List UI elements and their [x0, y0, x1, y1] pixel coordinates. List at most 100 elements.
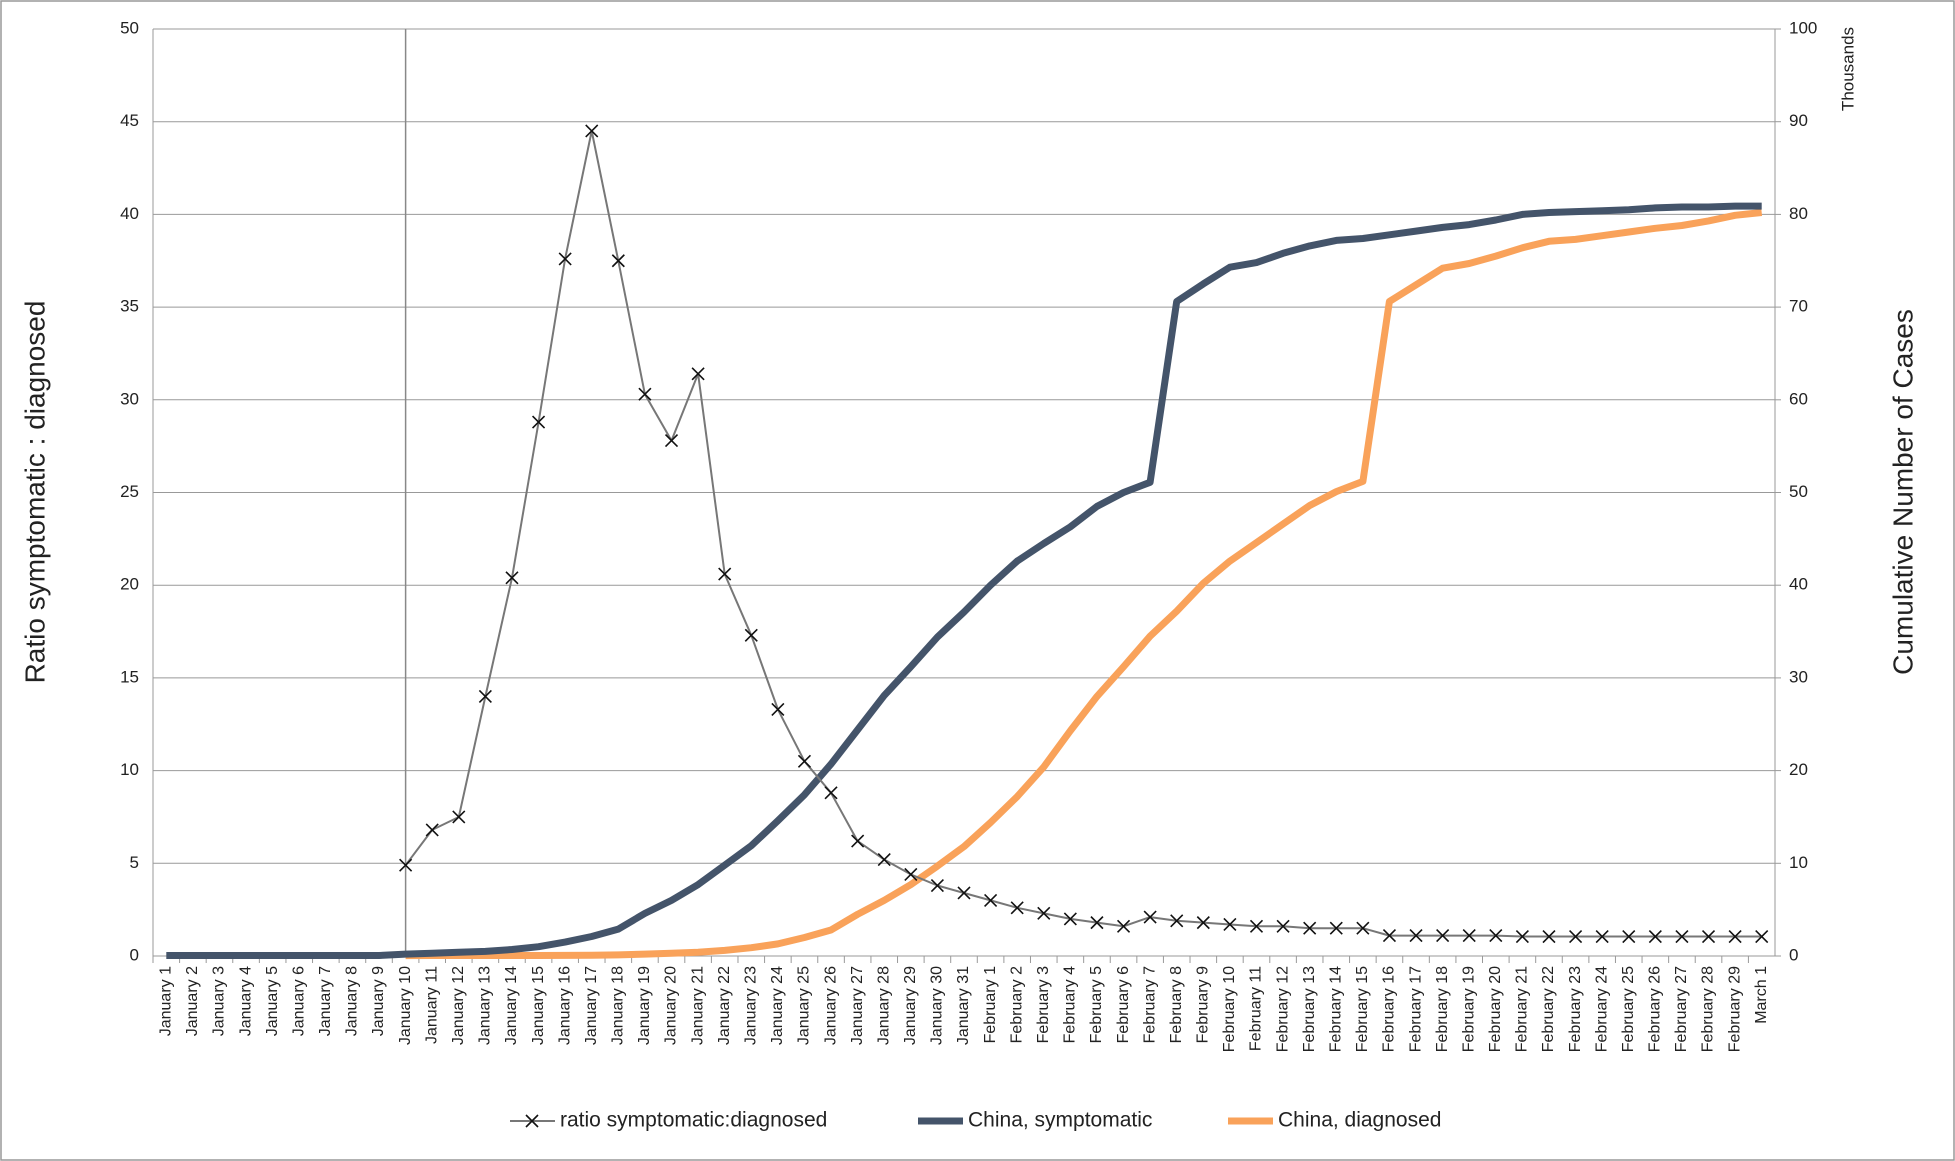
- data-point: [478, 689, 492, 704]
- x-tick-label: January 16: [556, 966, 573, 1045]
- y2-tick-label: 0: [1789, 945, 1798, 964]
- data-point: [824, 786, 838, 800]
- data-point: [771, 702, 785, 716]
- x-tick-label: February 9: [1195, 966, 1212, 1043]
- data-point: [1515, 929, 1529, 944]
- x-tick-label: February 21: [1514, 966, 1531, 1052]
- series-line: [166, 202, 1762, 959]
- y2-tick-label: 100: [1789, 18, 1817, 37]
- y-tick-label: 10: [120, 760, 139, 779]
- data-point: [664, 434, 679, 448]
- x-tick-label: January 7: [317, 966, 334, 1036]
- x-tick-label: February 11: [1248, 966, 1265, 1051]
- x-tick-label: January 6: [290, 966, 307, 1036]
- data-point: [611, 254, 625, 268]
- x-tick-label: January 24: [769, 966, 786, 1045]
- y2-tick-label: 20: [1789, 760, 1808, 779]
- x-tick-label: February 25: [1620, 966, 1637, 1052]
- x-tick-label: February 18: [1434, 966, 1451, 1052]
- data-point: [1303, 921, 1317, 935]
- data-point: [1755, 929, 1769, 944]
- x-tick-label: January 14: [503, 966, 520, 1045]
- data-point: [1409, 929, 1423, 943]
- x-tick-label: February 15: [1354, 966, 1371, 1052]
- y2-tick-label: 70: [1789, 297, 1808, 316]
- y-tick-label: 5: [130, 853, 139, 872]
- data-point: [558, 252, 572, 266]
- x-tick-label: February 27: [1673, 966, 1690, 1052]
- x-tick-label: February 28: [1700, 966, 1717, 1052]
- data-point: [1728, 929, 1742, 944]
- data-point: [425, 823, 439, 837]
- x-tick-label: January 21: [689, 966, 706, 1045]
- x-tick-label: January 30: [929, 966, 946, 1045]
- x-tick-label: January 4: [237, 966, 254, 1036]
- x-tick-label: February 12: [1274, 966, 1291, 1052]
- data-point: [1382, 929, 1397, 943]
- x-tick-label: February 4: [1062, 966, 1079, 1043]
- data-point: [1249, 919, 1264, 933]
- data-point: [1063, 912, 1077, 926]
- x-tick-label: January 22: [716, 966, 733, 1045]
- y-tick-label: 0: [130, 945, 139, 964]
- data-point: [1356, 921, 1370, 935]
- y2-tick-label: 10: [1789, 853, 1808, 872]
- x-tick-label: February 16: [1381, 966, 1398, 1052]
- data-point: [585, 124, 599, 138]
- data-point: [1648, 929, 1662, 944]
- y-tick-label: 45: [120, 111, 139, 130]
- x-tick-label: January 19: [636, 966, 653, 1045]
- x-tick-label: February 10: [1221, 966, 1238, 1052]
- data-point: [1462, 929, 1476, 943]
- data-point: [1595, 929, 1609, 944]
- data-point: [1010, 901, 1024, 915]
- data-point: [1196, 916, 1210, 930]
- x-tick-label: January 15: [530, 966, 547, 1045]
- x-tick-label: February 5: [1088, 966, 1105, 1043]
- y2-axis-title: Cumulative Number of Cases: [1887, 309, 1918, 675]
- x-tick-label: January 29: [902, 966, 919, 1045]
- data-point: [1037, 906, 1051, 920]
- x-tick-label: February 2: [1008, 966, 1025, 1043]
- y2-tick-label: 40: [1789, 575, 1808, 594]
- x-tick-label: February 20: [1487, 966, 1504, 1052]
- x-tick-label: February 19: [1460, 966, 1477, 1052]
- data-point: [1489, 929, 1503, 943]
- data-point: [1622, 929, 1636, 944]
- data-point: [718, 567, 732, 581]
- data-point: [531, 415, 546, 429]
- data-point: [984, 893, 998, 907]
- x-tick-label: February 1: [982, 966, 999, 1043]
- x-tick-label: January 13: [477, 966, 494, 1045]
- x-tick-label: January 9: [370, 966, 387, 1036]
- data-point: [957, 886, 971, 900]
- x-tick-label: February 24: [1593, 966, 1610, 1052]
- x-tick-label: January 18: [610, 966, 627, 1045]
- x-tick-label: January 11: [423, 966, 440, 1044]
- data-point: [638, 387, 652, 401]
- x-tick-label: February 29: [1726, 966, 1743, 1052]
- x-tick-label: January 2: [184, 966, 201, 1036]
- legend-marker: [525, 1114, 539, 1128]
- data-point: [1329, 921, 1343, 935]
- y2-tick-label: 80: [1789, 204, 1808, 223]
- data-point: [1116, 919, 1131, 933]
- legend-label: China, diagnosed: [1278, 1109, 1441, 1132]
- x-tick-label: February 3: [1035, 966, 1052, 1043]
- x-tick-label: January 27: [849, 966, 866, 1045]
- y-tick-label: 15: [120, 667, 139, 686]
- data-point: [744, 628, 758, 642]
- x-tick-label: January 25: [796, 966, 813, 1045]
- x-tick-label: February 8: [1168, 966, 1185, 1043]
- x-tick-label: January 28: [875, 966, 892, 1045]
- y-tick-label: 25: [120, 482, 139, 501]
- x-tick-label: January 31: [955, 966, 972, 1045]
- data-point: [399, 858, 413, 872]
- x-tick-label: January 23: [742, 966, 759, 1045]
- x-tick-label: January 5: [264, 966, 281, 1036]
- data-point: [1436, 929, 1450, 943]
- x-tick-label: January 12: [450, 966, 467, 1045]
- x-tick-label: January 26: [822, 966, 839, 1045]
